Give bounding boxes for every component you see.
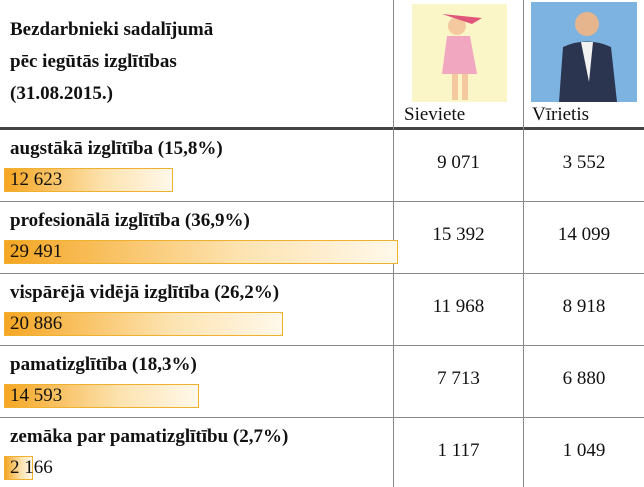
header-rule — [0, 127, 644, 130]
row-label: augstākā izglītība (15,8%) — [10, 138, 223, 159]
total-bar — [4, 456, 33, 480]
female-value: 1 117 — [437, 440, 480, 461]
total-value: 20 886 — [10, 313, 63, 334]
row-rule — [0, 201, 644, 202]
column-label: Vīrietis — [532, 104, 589, 125]
total-bar — [4, 384, 199, 408]
row-label: zemāka par pamatizglītību (2,7%) — [10, 426, 289, 447]
female-value: 7 713 — [437, 368, 480, 389]
male-icon — [531, 2, 637, 102]
column-label: Sieviete — [404, 104, 466, 125]
male-value: 1 049 — [562, 440, 606, 461]
table-title: Bezdarbnieki sadalījumā pēc iegūtās izgl… — [10, 14, 213, 110]
row-label: pamatizglītība (18,3%) — [10, 354, 197, 375]
total-bar — [4, 168, 173, 192]
total-value: 29 491 — [10, 241, 63, 262]
title-line: (31.08.2015.) — [10, 83, 113, 104]
column-rule — [523, 0, 524, 487]
row-rule — [0, 273, 644, 274]
total-bar — [4, 312, 283, 336]
male-value: 3 552 — [562, 152, 606, 173]
title-line: Bezdarbnieki sadalījumā — [10, 19, 214, 40]
row-rule — [0, 417, 644, 418]
female-value: 11 968 — [432, 296, 485, 317]
male-value: 6 880 — [562, 368, 606, 389]
female-value: 15 392 — [432, 224, 485, 245]
row-label: profesionālā izglītība (36,9%) — [10, 210, 250, 231]
total-value: 12 623 — [10, 169, 63, 190]
title-line: pēc iegūtās izglītības — [10, 51, 177, 72]
male-value: 14 099 — [557, 224, 611, 245]
total-bar — [4, 240, 398, 264]
male-value: 8 918 — [562, 296, 606, 317]
female-icon — [412, 4, 507, 102]
row-rule — [0, 345, 644, 346]
total-value: 2 166 — [10, 457, 53, 478]
row-label: vispārējā vidējā izglītība (26,2%) — [10, 282, 280, 303]
total-value: 14 593 — [10, 385, 63, 406]
female-value: 9 071 — [437, 152, 480, 173]
